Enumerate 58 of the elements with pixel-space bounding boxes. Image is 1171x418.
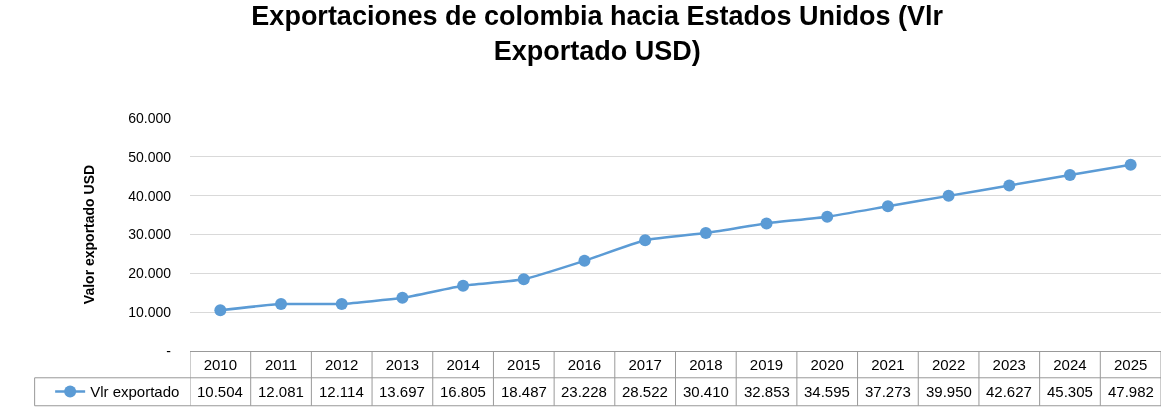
point bbox=[821, 210, 834, 223]
y-tick-label: 30.000 bbox=[128, 226, 172, 243]
x-tick-label: 2016 bbox=[567, 356, 602, 373]
point bbox=[1063, 169, 1076, 182]
point bbox=[457, 279, 470, 292]
x-tick-label: 2021 bbox=[871, 356, 905, 373]
point bbox=[760, 217, 773, 230]
x-tick-label: 2011 bbox=[264, 356, 298, 373]
x-tick-label: 2025 bbox=[1113, 356, 1148, 373]
data-label: 39.950 bbox=[926, 383, 972, 400]
y-tick-label: - bbox=[166, 342, 172, 359]
x-tick-label: 2017 bbox=[628, 356, 662, 373]
x-tick-label: 2019 bbox=[749, 356, 784, 373]
point bbox=[942, 189, 955, 202]
data-label: 37.273 bbox=[865, 383, 911, 400]
x-tick-label: 2022 bbox=[931, 356, 966, 373]
y-tick-label: 40.000 bbox=[128, 187, 172, 204]
data-label: 47.982 bbox=[1108, 383, 1154, 400]
data-label: 28.522 bbox=[622, 383, 668, 400]
x-tick-label: 2013 bbox=[385, 356, 420, 373]
x-tick-label: 2020 bbox=[810, 356, 844, 373]
data-label: 16.805 bbox=[440, 383, 486, 400]
data-label: 30.410 bbox=[683, 383, 729, 400]
point bbox=[1003, 179, 1016, 192]
x-tick-label: 2012 bbox=[325, 356, 359, 373]
data-label: 12.114 bbox=[319, 383, 364, 400]
y-tick-label: 20.000 bbox=[128, 265, 172, 282]
data-label: 10.504 bbox=[197, 383, 243, 400]
data-label: 45.305 bbox=[1047, 383, 1093, 400]
x-tick-label: 2023 bbox=[992, 356, 1026, 373]
point bbox=[214, 304, 227, 317]
point bbox=[335, 297, 348, 310]
point bbox=[699, 226, 712, 239]
point bbox=[578, 254, 591, 267]
y-tick-label: 50.000 bbox=[128, 148, 172, 165]
y-tick-label: 60.000 bbox=[128, 109, 172, 126]
data-label: 13.697 bbox=[379, 383, 425, 400]
data-label: 23.228 bbox=[561, 383, 607, 400]
point bbox=[1124, 158, 1137, 171]
point bbox=[275, 298, 288, 311]
point bbox=[396, 291, 409, 304]
x-tick-label: 2010 bbox=[203, 356, 238, 373]
data-label: 32.853 bbox=[744, 383, 790, 400]
x-tick-label: 2014 bbox=[446, 356, 480, 373]
data-label: 42.627 bbox=[986, 383, 1032, 400]
point bbox=[881, 200, 894, 213]
legend-label: Vlr exportado bbox=[90, 383, 180, 401]
y-axis-title: Valor exportado USD bbox=[80, 164, 97, 305]
y-tick-label: 10.000 bbox=[128, 304, 172, 321]
data-label: 12.081 bbox=[258, 383, 304, 400]
x-tick-label: 2024 bbox=[1053, 356, 1087, 373]
point bbox=[517, 273, 530, 286]
x-tick-label: 2018 bbox=[689, 356, 723, 373]
x-tick-label: 2015 bbox=[507, 356, 541, 373]
chart-title: Exportaciones de colombia hacia Estados Unidos (Vlr Exportado USD) bbox=[251, 1, 944, 67]
data-label: 34.595 bbox=[804, 383, 850, 400]
point bbox=[639, 234, 652, 247]
data-label: 18.487 bbox=[501, 383, 547, 400]
